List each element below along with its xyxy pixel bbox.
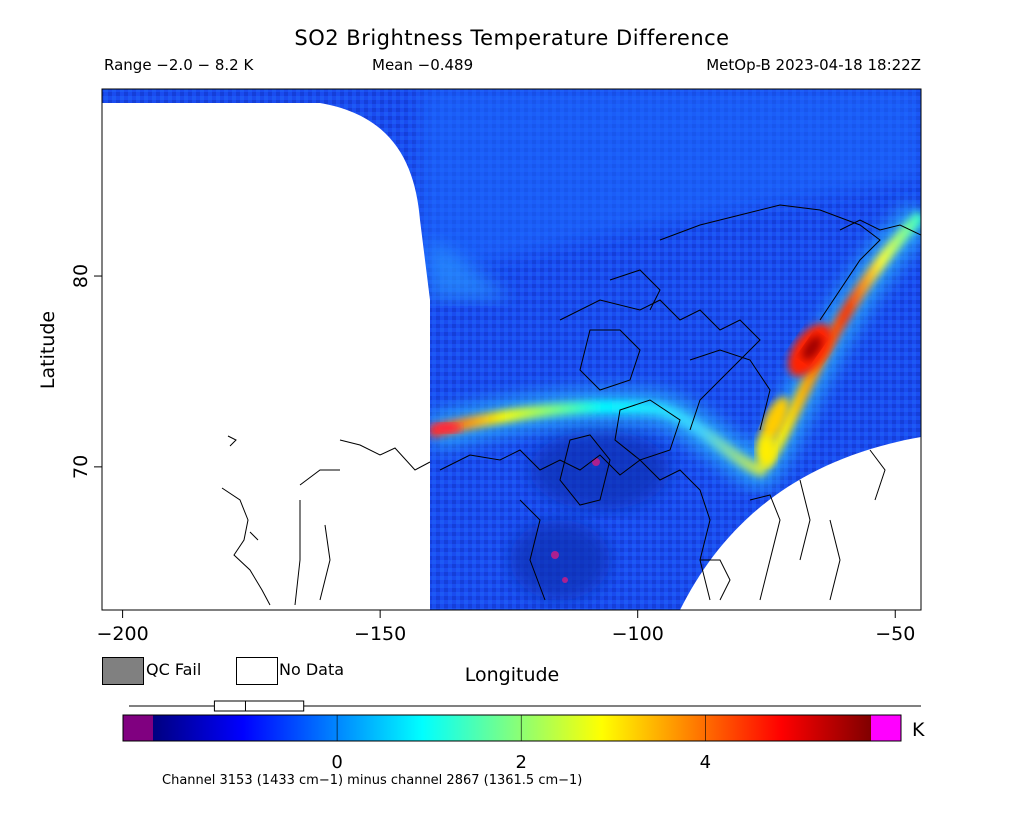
x-tick-label: −200: [97, 623, 149, 645]
x-tick-label: −50: [875, 623, 915, 645]
x-axis: −200 −150 −100 −50: [97, 610, 915, 645]
mean-label: Mean −0.489: [372, 56, 474, 74]
no-data-swatch: [236, 657, 278, 685]
coastlines: [221, 204, 921, 606]
qc-fail-label: QC Fail: [146, 660, 202, 679]
colorbar: [153, 715, 871, 741]
y-axis: 70 80: [70, 264, 102, 479]
colorbar-under-swatch: [123, 715, 153, 741]
colorbar-tick-label: 2: [515, 752, 526, 773]
colorbar-tick-label: 0: [331, 752, 342, 773]
no-data-region-west: [102, 103, 430, 610]
satellite-time-label: MetOp-B 2023-04-18 18:22Z: [706, 56, 921, 74]
colorbar-unit: K: [912, 719, 925, 741]
y-tick-label: 70: [70, 455, 92, 479]
no-data-label: No Data: [279, 660, 345, 679]
x-tick-label: −150: [354, 623, 406, 645]
colorbar-ticks: 0 2 4: [331, 715, 711, 773]
channel-footnote: Channel 3153 (1433 cm−1) minus channel 2…: [162, 773, 583, 788]
plot-frame: [101, 88, 922, 611]
colorbar-over-swatch: [871, 715, 901, 741]
x-axis-label: Longitude: [464, 664, 560, 686]
x-tick-label: −100: [612, 623, 664, 645]
no-data-region-southeast: [680, 437, 921, 610]
chart-title: SO2 Brightness Temperature Difference: [294, 26, 730, 50]
y-axis-label: Latitude: [37, 310, 59, 390]
data-field: [102, 89, 921, 610]
qc-fail-swatch: [102, 657, 144, 685]
range-label: Range −2.0 − 8.2 K: [104, 56, 254, 74]
y-tick-label: 80: [70, 264, 92, 288]
colorbar-tick-label: 4: [700, 752, 711, 773]
stat-box: [213, 700, 305, 712]
